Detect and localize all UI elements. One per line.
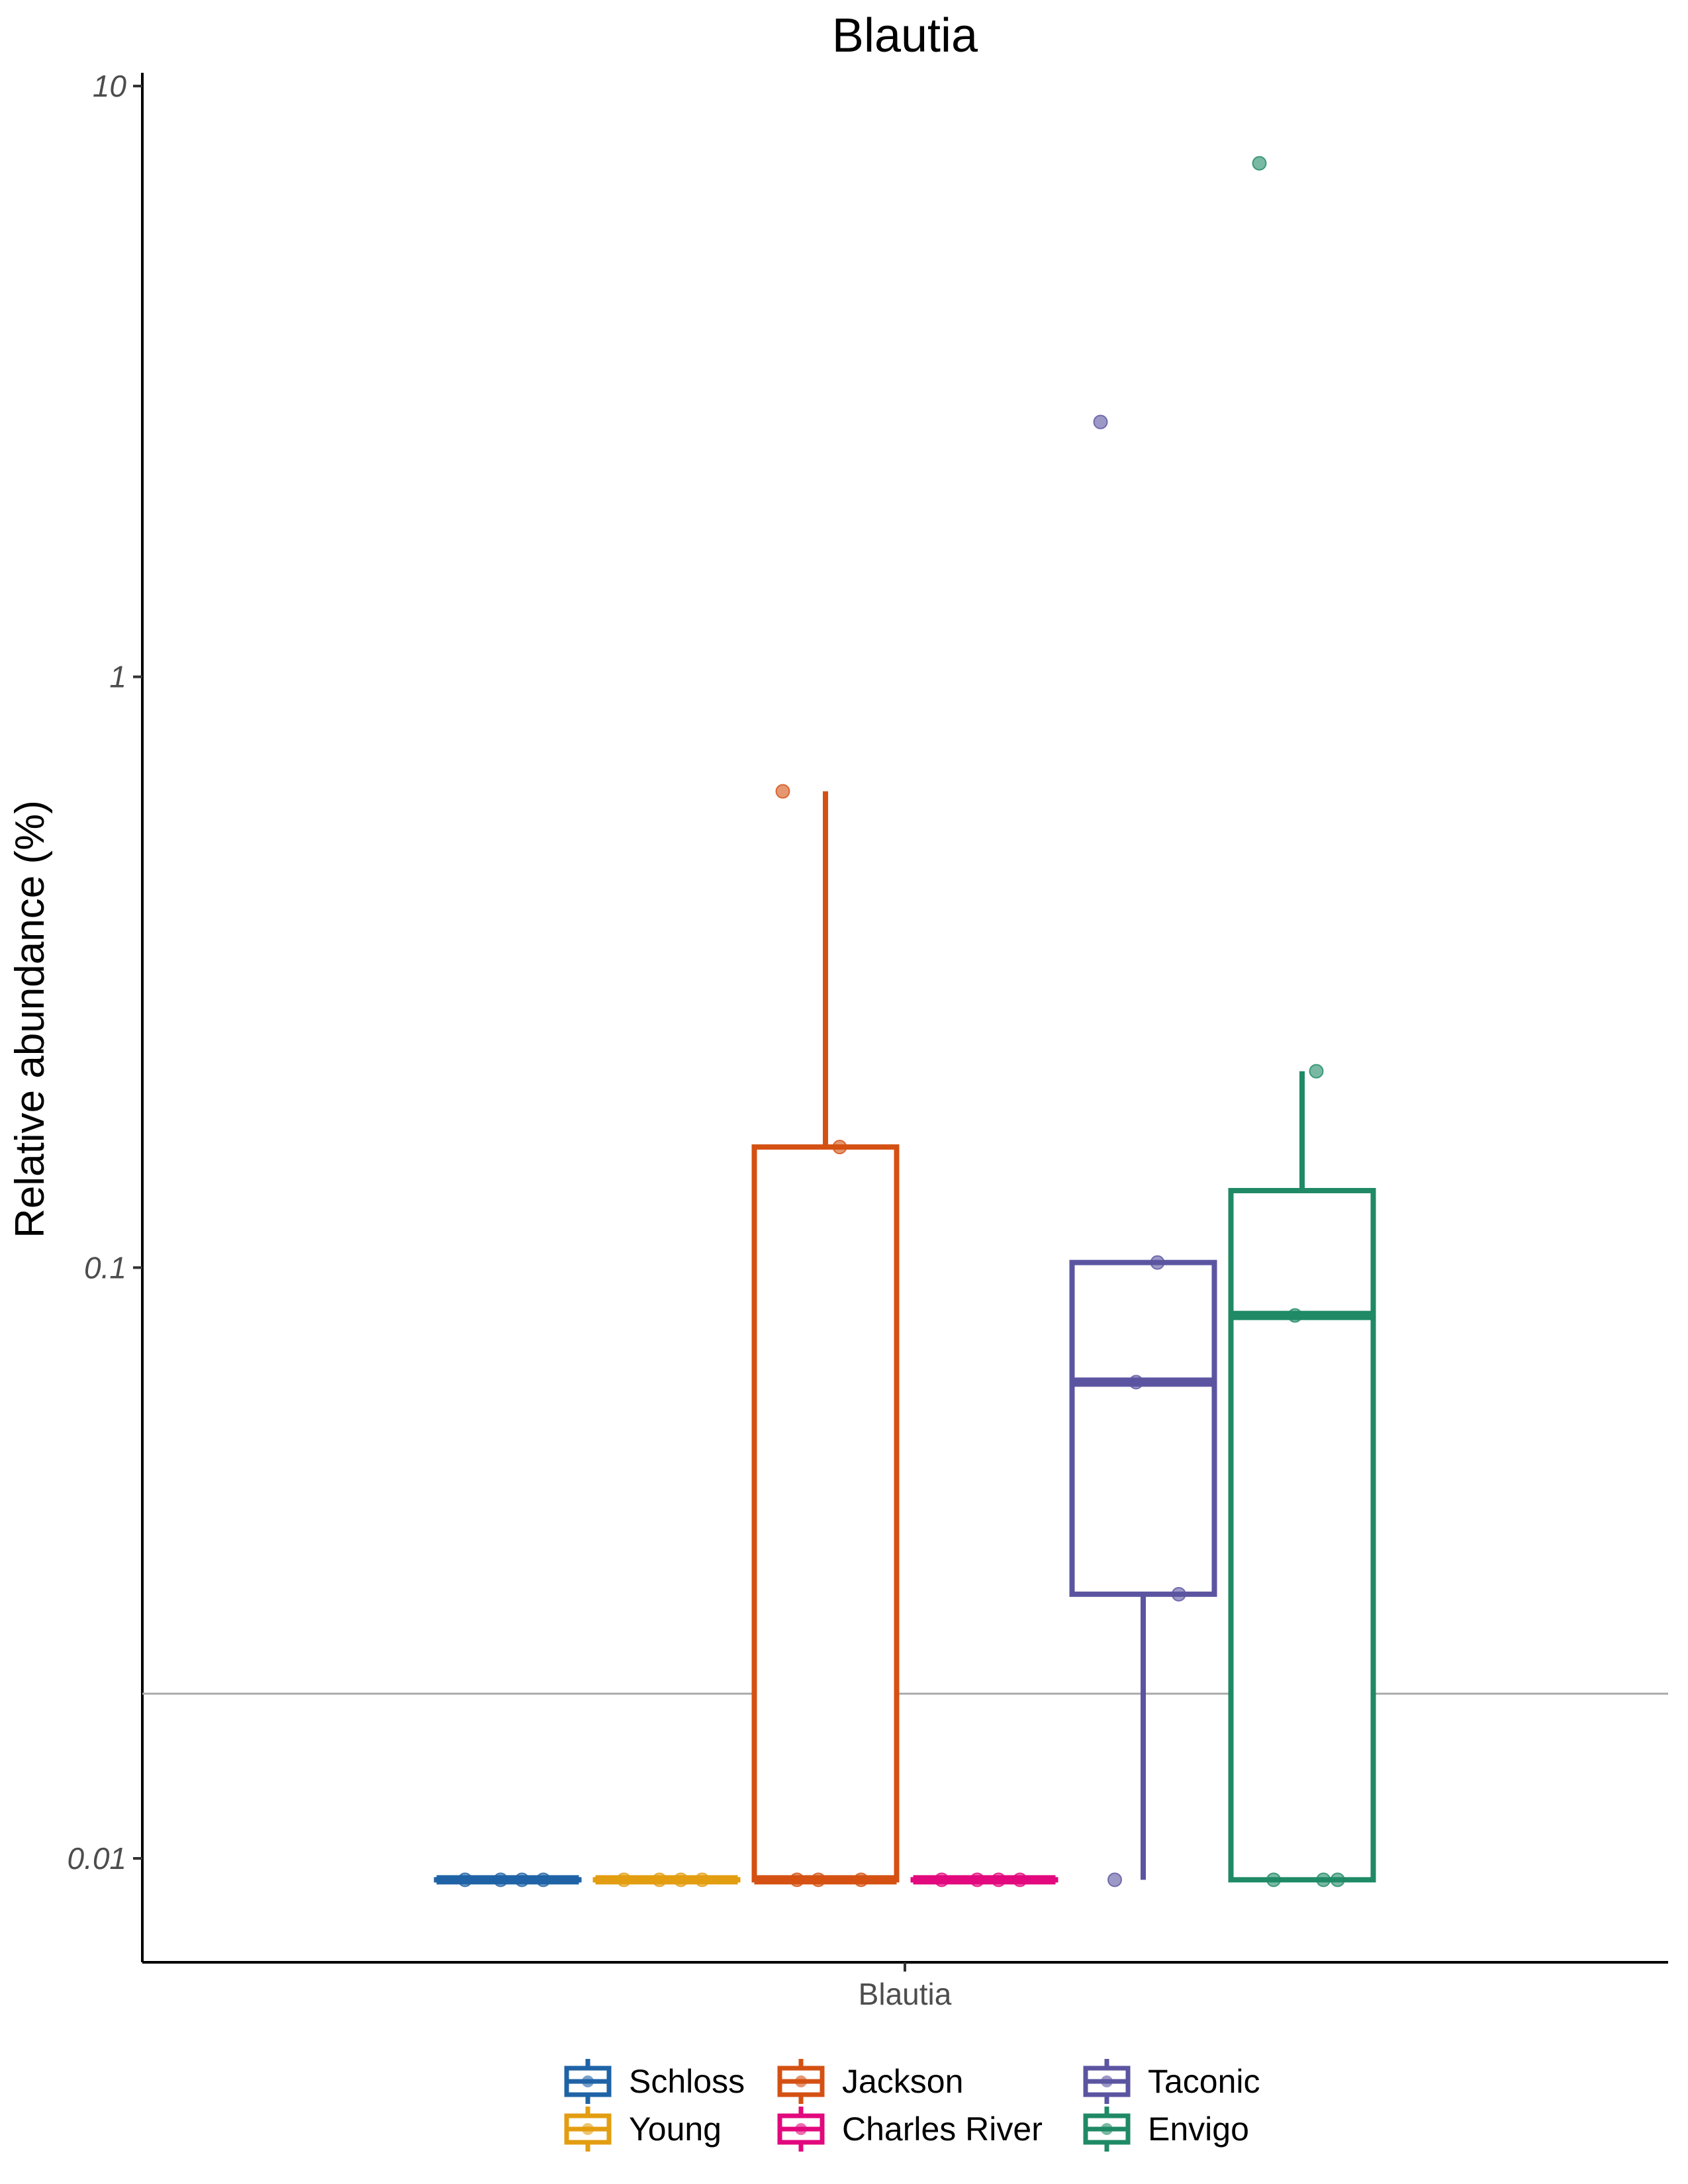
legend-item-envigo: Envigo [1083,2107,1249,2152]
plot-area: 0.01 0.1 1 10 Blautia [67,69,1668,2011]
legend-key-point [582,2075,594,2087]
data-point [790,1872,804,1888]
data-point [1107,1872,1122,1888]
legend-key-point [1101,2123,1113,2135]
legend-label: Young [629,2111,722,2148]
data-point [694,1872,710,1888]
data-point [970,1872,985,1888]
y-tick-label: 0.1 [84,1250,126,1285]
box-young [592,1872,741,1888]
legend-key-point [582,2123,594,2135]
data-point [652,1872,667,1888]
legend-item-schloss: Schloss [564,2059,745,2104]
data-point [775,784,790,799]
box-taconic [1069,414,1217,1888]
box-body [751,1144,900,1883]
data-point [853,1872,868,1888]
legend-item-charles-river: Charles River [777,2107,1043,2152]
data-point [457,1872,473,1888]
chart-title: Blautia [832,9,978,62]
y-axis-label: Relative abundance (%) [7,800,53,1238]
legend-key-point [795,2123,807,2135]
data-point [1309,1064,1324,1079]
legend-label: Schloss [629,2063,745,2100]
data-point [493,1872,508,1888]
x-tick-label: Blautia [859,1977,952,2011]
legend-key-point [795,2075,807,2087]
y-tick-label: 1 [109,660,126,694]
data-point [832,1140,847,1155]
box-schloss [434,1872,582,1888]
legend-item-taconic: Taconic [1083,2059,1260,2104]
data-point [934,1872,949,1888]
box-charles-river [910,1872,1058,1888]
data-point [1093,414,1108,430]
y-tick-label: 0.01 [67,1841,126,1876]
legend-label: Jackson [842,2063,963,2100]
data-point [514,1872,530,1888]
legend-label: Envigo [1148,2111,1249,2148]
data-point [1330,1872,1345,1888]
legend-label: Charles River [842,2111,1043,2148]
legend-label: Taconic [1148,2063,1260,2100]
data-point [991,1872,1006,1888]
y-tick-label: 10 [93,69,127,103]
data-point [616,1872,632,1888]
data-point [673,1872,688,1888]
data-point [1150,1255,1165,1270]
legend-item-young: Young [564,2107,722,2152]
data-point [1316,1872,1331,1888]
box-jackson [751,784,900,1888]
data-point [1266,1872,1281,1888]
box-envigo [1228,156,1376,1888]
data-point [536,1872,551,1888]
data-point [1012,1872,1027,1888]
box-body [1228,1187,1376,1883]
data-point [1252,156,1267,171]
box-body [1069,1259,1217,1597]
data-point [1129,1375,1144,1390]
legend-key-point [1101,2075,1113,2087]
data-point [811,1872,826,1888]
legend-item-jackson: Jackson [777,2059,963,2104]
legend: Schloss Young Jackson Charles River Taconic E… [564,2059,1260,2152]
data-point [1171,1586,1186,1602]
data-point [1288,1308,1303,1323]
